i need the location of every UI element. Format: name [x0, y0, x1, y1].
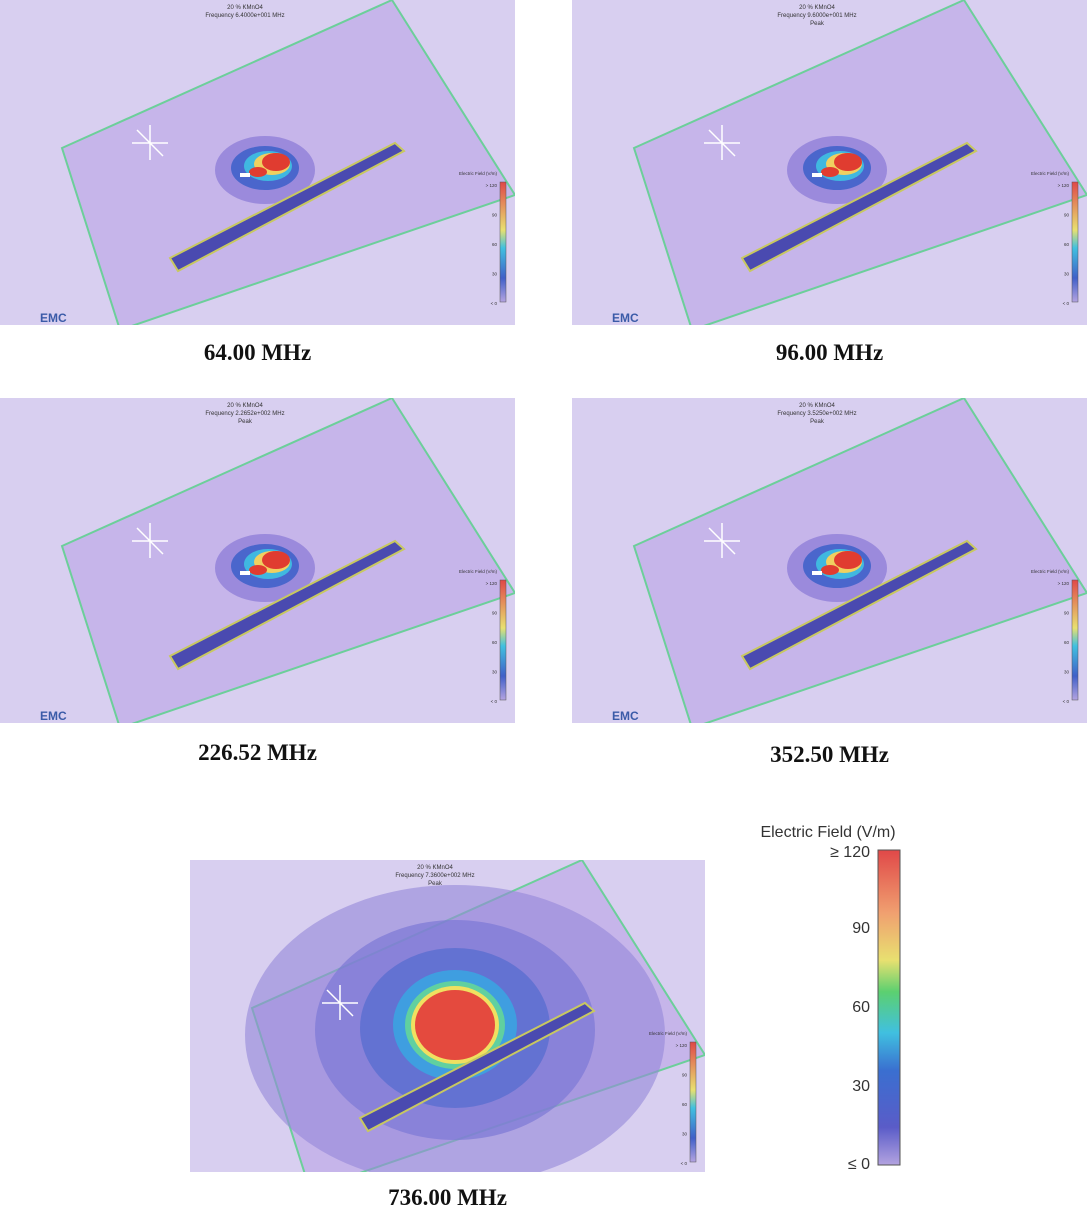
panel-legend-tick: 90 — [492, 213, 498, 218]
panel-colorbar — [689, 1041, 697, 1163]
panel-legend-tick: 60 — [682, 1102, 688, 1107]
panel-frequency: Frequency 2.2652e+002 MHz — [205, 411, 284, 417]
panel-legend-tick: 90 — [1064, 213, 1070, 218]
panel-legend-tick: < 0 — [1063, 699, 1070, 704]
caption: 736.00 MHz — [388, 1185, 507, 1210]
panel-mode: Peak — [810, 419, 825, 425]
panel-legend-tick: > 120 — [676, 1043, 688, 1048]
panel-colorbar — [499, 579, 507, 701]
panel-frequency: Frequency 7.3600e+002 MHz — [395, 873, 474, 879]
panel-frequency: Frequency 6.4000e+001 MHz — [205, 13, 284, 19]
panel-title: 20 % KMnO4 — [799, 5, 835, 11]
legend-tick: 30 — [852, 1078, 870, 1095]
panel-mode: Peak — [810, 21, 825, 27]
panel-legend-tick: 90 — [1064, 611, 1070, 616]
legend-tick: 60 — [852, 999, 870, 1016]
panel-frequency: Frequency 9.6000e+001 MHz — [777, 13, 856, 19]
panel-title: 20 % KMnO4 — [417, 865, 453, 871]
panel-legend-tick: 30 — [1064, 272, 1070, 277]
panel-legend-tick: > 120 — [1058, 581, 1070, 586]
panel-legend-tick: 30 — [492, 272, 498, 277]
big-legend: Electric Field (V/m) ≥ 120 90 60 30 ≤ 0 — [760, 824, 901, 1173]
panel-colorbar — [499, 181, 507, 303]
legend-title: Electric Field (V/m) — [760, 824, 895, 841]
caption: 226.52 MHz — [198, 740, 317, 765]
field-panel: 20 % KMnO4 Frequency 3.5250e+002 MHz Pea… — [572, 398, 1087, 723]
panel-legend-tick: > 120 — [486, 581, 498, 586]
field-panel: 20 % KMnO4 Frequency 7.3600e+002 MHz Pea… — [190, 860, 705, 1185]
field-plot: 20 % KMnO4 Frequency 9.6000e+001 MHz Pea… — [572, 0, 1087, 325]
field-panel: 20 % KMnO4 Frequency 9.6000e+001 MHz Pea… — [572, 0, 1087, 325]
panel-legend-tick: 60 — [1064, 242, 1070, 247]
panel-legend-title: Electric Field (V/m) — [459, 569, 498, 574]
panel-legend-tick: 30 — [682, 1132, 688, 1137]
field-panel: 20 % KMnO4 Frequency 6.4000e+001 MHz Ele… — [0, 0, 515, 325]
panel-legend-tick: < 0 — [491, 699, 498, 704]
legend-tick: ≤ 0 — [848, 1156, 870, 1173]
field-plot: 20 % KMnO4 Frequency 3.5250e+002 MHz Pea… — [572, 398, 1087, 723]
caption: 352.50 MHz — [770, 742, 889, 767]
panel-legend-tick: 60 — [1064, 640, 1070, 645]
panel-colorbar — [1071, 181, 1079, 303]
panel-legend-tick: 30 — [492, 670, 498, 675]
panel-legend-tick: 60 — [492, 242, 498, 247]
logo: EMC — [40, 311, 67, 325]
panel-legend-tick: < 0 — [1063, 301, 1070, 306]
panel-legend-tick: 90 — [682, 1073, 688, 1078]
panel-legend-title: Electric Field (V/m) — [649, 1031, 688, 1036]
logo: EMC — [612, 709, 639, 723]
panel-legend-title: Electric Field (V/m) — [459, 171, 498, 176]
field-plot: 20 % KMnO4 Frequency 7.3600e+002 MHz Pea… — [190, 860, 705, 1185]
panel-legend-title: Electric Field (V/m) — [1031, 569, 1070, 574]
panel-title: 20 % KMnO4 — [227, 403, 263, 409]
panel-mode: Peak — [238, 419, 253, 425]
panel-legend-title: Electric Field (V/m) — [1031, 171, 1070, 176]
panel-legend-tick: 60 — [492, 640, 498, 645]
legend-tick: ≥ 120 — [830, 844, 870, 861]
field-plot: 20 % KMnO4 Frequency 6.4000e+001 MHz Ele… — [0, 0, 515, 325]
panel-mode: Peak — [428, 881, 443, 887]
panel-legend-tick: 30 — [1064, 670, 1070, 675]
panel-legend-tick: > 120 — [1058, 183, 1070, 188]
field-panel: 20 % KMnO4 Frequency 2.2652e+002 MHz Pea… — [0, 398, 515, 723]
panel-legend-tick: < 0 — [681, 1161, 688, 1166]
legend-tick: 90 — [852, 920, 870, 937]
panel-title: 20 % KMnO4 — [227, 5, 263, 11]
panel-legend-tick: < 0 — [491, 301, 498, 306]
panel-legend-tick: 90 — [492, 611, 498, 616]
caption: 96.00 MHz — [775, 340, 884, 365]
panel-title: 20 % KMnO4 — [799, 403, 835, 409]
panel-colorbar — [1071, 579, 1079, 701]
colorbar — [877, 849, 901, 1166]
logo: EMC — [612, 311, 639, 325]
logo: EMC — [40, 709, 67, 723]
caption: 64.00 MHz — [203, 340, 312, 365]
panel-legend-tick: > 120 — [486, 183, 498, 188]
panel-frequency: Frequency 3.5250e+002 MHz — [777, 411, 856, 417]
logo: EMC — [230, 1171, 257, 1172]
field-plot: 20 % KMnO4 Frequency 2.2652e+002 MHz Pea… — [0, 398, 515, 723]
